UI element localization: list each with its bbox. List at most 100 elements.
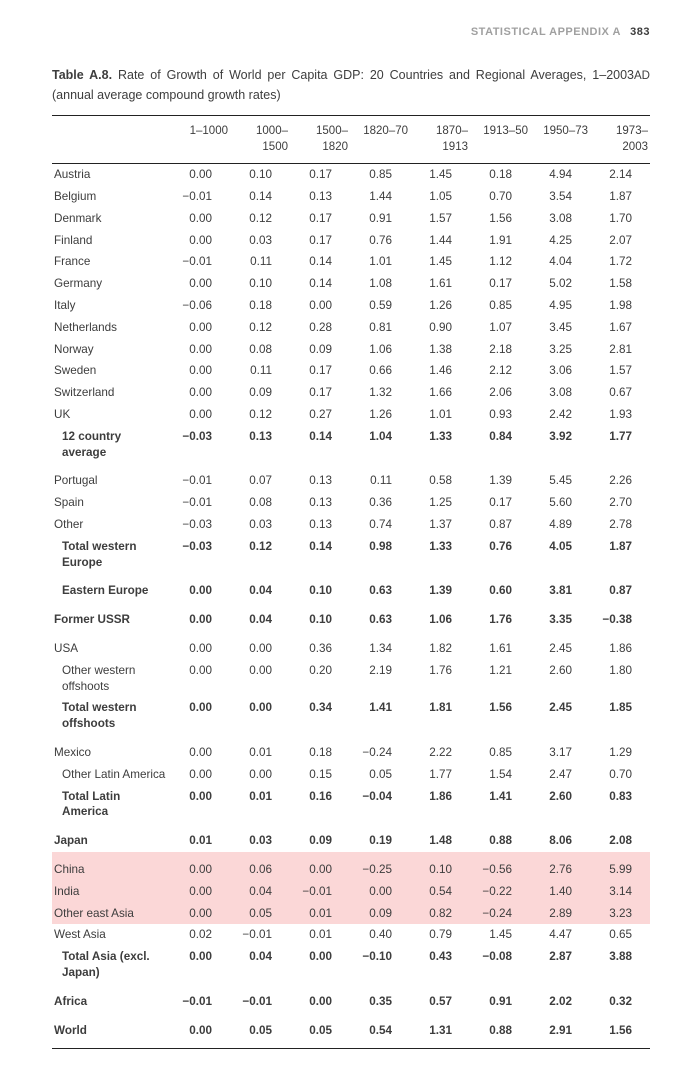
cell: 1.86 bbox=[410, 786, 470, 824]
cell: 0.91 bbox=[350, 208, 410, 230]
cell: 0.00 bbox=[170, 697, 230, 735]
cell: 1.70 bbox=[590, 208, 650, 230]
running-head: STATISTICAL APPENDIX A 383 bbox=[52, 26, 650, 38]
row-label: Belgium bbox=[52, 186, 170, 208]
cell: −0.01 bbox=[170, 984, 230, 1013]
row-label: Other Latin America bbox=[52, 764, 170, 786]
cell: 0.63 bbox=[350, 573, 410, 602]
table-row: Other−0.030.030.130.741.370.874.892.78 bbox=[52, 514, 650, 536]
cell: 1.56 bbox=[470, 697, 530, 735]
table-row: Other east Asia0.000.050.010.090.82−0.24… bbox=[52, 903, 650, 925]
cell: 0.54 bbox=[350, 1013, 410, 1049]
cell: 1.12 bbox=[470, 251, 530, 273]
cell: 0.66 bbox=[350, 360, 410, 382]
col-header: 1000–1500 bbox=[230, 116, 290, 164]
cell: 0.32 bbox=[590, 984, 650, 1013]
cell: 0.17 bbox=[470, 273, 530, 295]
cell: 0.43 bbox=[410, 946, 470, 984]
cell: −0.04 bbox=[350, 786, 410, 824]
cell: 0.00 bbox=[170, 631, 230, 660]
cell: 0.00 bbox=[230, 697, 290, 735]
cell: 2.87 bbox=[530, 946, 590, 984]
cell: 2.08 bbox=[590, 823, 650, 852]
cell: 0.18 bbox=[470, 164, 530, 186]
row-label: Netherlands bbox=[52, 317, 170, 339]
cell: 0.83 bbox=[590, 786, 650, 824]
cell: 0.10 bbox=[230, 164, 290, 186]
cell: 2.26 bbox=[590, 463, 650, 492]
cell: 0.18 bbox=[290, 735, 350, 764]
cell: 2.18 bbox=[470, 339, 530, 361]
cell: 0.05 bbox=[230, 903, 290, 925]
cell: 0.10 bbox=[410, 852, 470, 881]
table-row: Other Latin America0.000.000.150.051.771… bbox=[52, 764, 650, 786]
cell: 2.45 bbox=[530, 631, 590, 660]
cell: −0.01 bbox=[170, 186, 230, 208]
row-label: Africa bbox=[52, 984, 170, 1013]
cell: 1.66 bbox=[410, 382, 470, 404]
cell: 1.44 bbox=[350, 186, 410, 208]
cell: 4.47 bbox=[530, 924, 590, 946]
row-label: Spain bbox=[52, 492, 170, 514]
row-label: Total western Europe bbox=[52, 536, 170, 574]
table-row: Portugal−0.010.070.130.110.581.395.452.2… bbox=[52, 463, 650, 492]
row-label: Other bbox=[52, 514, 170, 536]
cell: 0.34 bbox=[290, 697, 350, 735]
cell: 3.88 bbox=[590, 946, 650, 984]
table-row: Mexico0.000.010.18−0.242.220.853.171.29 bbox=[52, 735, 650, 764]
cell: −0.56 bbox=[470, 852, 530, 881]
row-label: Norway bbox=[52, 339, 170, 361]
col-header: 1–1000 bbox=[170, 116, 230, 164]
table-row: Total western Europe−0.030.120.140.981.3… bbox=[52, 536, 650, 574]
cell: 0.09 bbox=[350, 903, 410, 925]
cell: 2.02 bbox=[530, 984, 590, 1013]
cell: 0.17 bbox=[290, 230, 350, 252]
cell: 0.08 bbox=[230, 339, 290, 361]
cell: −0.01 bbox=[170, 463, 230, 492]
cell: −0.38 bbox=[590, 602, 650, 631]
cell: 1.57 bbox=[410, 208, 470, 230]
caption-text-a: Rate of Growth of World per Capita GDP: … bbox=[112, 68, 634, 82]
caption-smallcaps: AD bbox=[634, 70, 650, 82]
row-label: Sweden bbox=[52, 360, 170, 382]
cell: 4.04 bbox=[530, 251, 590, 273]
cell: 2.06 bbox=[470, 382, 530, 404]
cell: 0.00 bbox=[290, 984, 350, 1013]
cell: 0.70 bbox=[590, 764, 650, 786]
cell: 0.54 bbox=[410, 881, 470, 903]
cell: 1.76 bbox=[410, 660, 470, 698]
table-row: World0.000.050.050.541.310.882.911.56 bbox=[52, 1013, 650, 1049]
table-row: Total western offshoots0.000.000.341.411… bbox=[52, 697, 650, 735]
cell: 0.00 bbox=[230, 660, 290, 698]
cell: 0.13 bbox=[290, 492, 350, 514]
cell: 0.00 bbox=[170, 660, 230, 698]
cell: 1.81 bbox=[410, 697, 470, 735]
cell: 0.00 bbox=[230, 631, 290, 660]
cell: 0.04 bbox=[230, 946, 290, 984]
col-header: 1973–2003 bbox=[590, 116, 650, 164]
row-label: Italy bbox=[52, 295, 170, 317]
cell: 1.38 bbox=[410, 339, 470, 361]
cell: 0.93 bbox=[470, 404, 530, 426]
cell: −0.24 bbox=[470, 903, 530, 925]
cell: 0.79 bbox=[410, 924, 470, 946]
cell: 0.60 bbox=[470, 573, 530, 602]
row-label: Denmark bbox=[52, 208, 170, 230]
cell: 1.56 bbox=[470, 208, 530, 230]
cell: 3.14 bbox=[590, 881, 650, 903]
cell: 1.39 bbox=[470, 463, 530, 492]
cell: 0.00 bbox=[170, 786, 230, 824]
row-label: Finland bbox=[52, 230, 170, 252]
cell: 1.26 bbox=[350, 404, 410, 426]
cell: 1.58 bbox=[590, 273, 650, 295]
row-label: Portugal bbox=[52, 463, 170, 492]
cell: 1.21 bbox=[470, 660, 530, 698]
cell: 3.54 bbox=[530, 186, 590, 208]
row-label: Austria bbox=[52, 164, 170, 186]
table-row: China0.000.060.00−0.250.10−0.562.765.99 bbox=[52, 852, 650, 881]
cell: 0.02 bbox=[170, 924, 230, 946]
cell: 1.77 bbox=[590, 426, 650, 464]
row-label: Japan bbox=[52, 823, 170, 852]
row-label: Other western offshoots bbox=[52, 660, 170, 698]
cell: 0.74 bbox=[350, 514, 410, 536]
